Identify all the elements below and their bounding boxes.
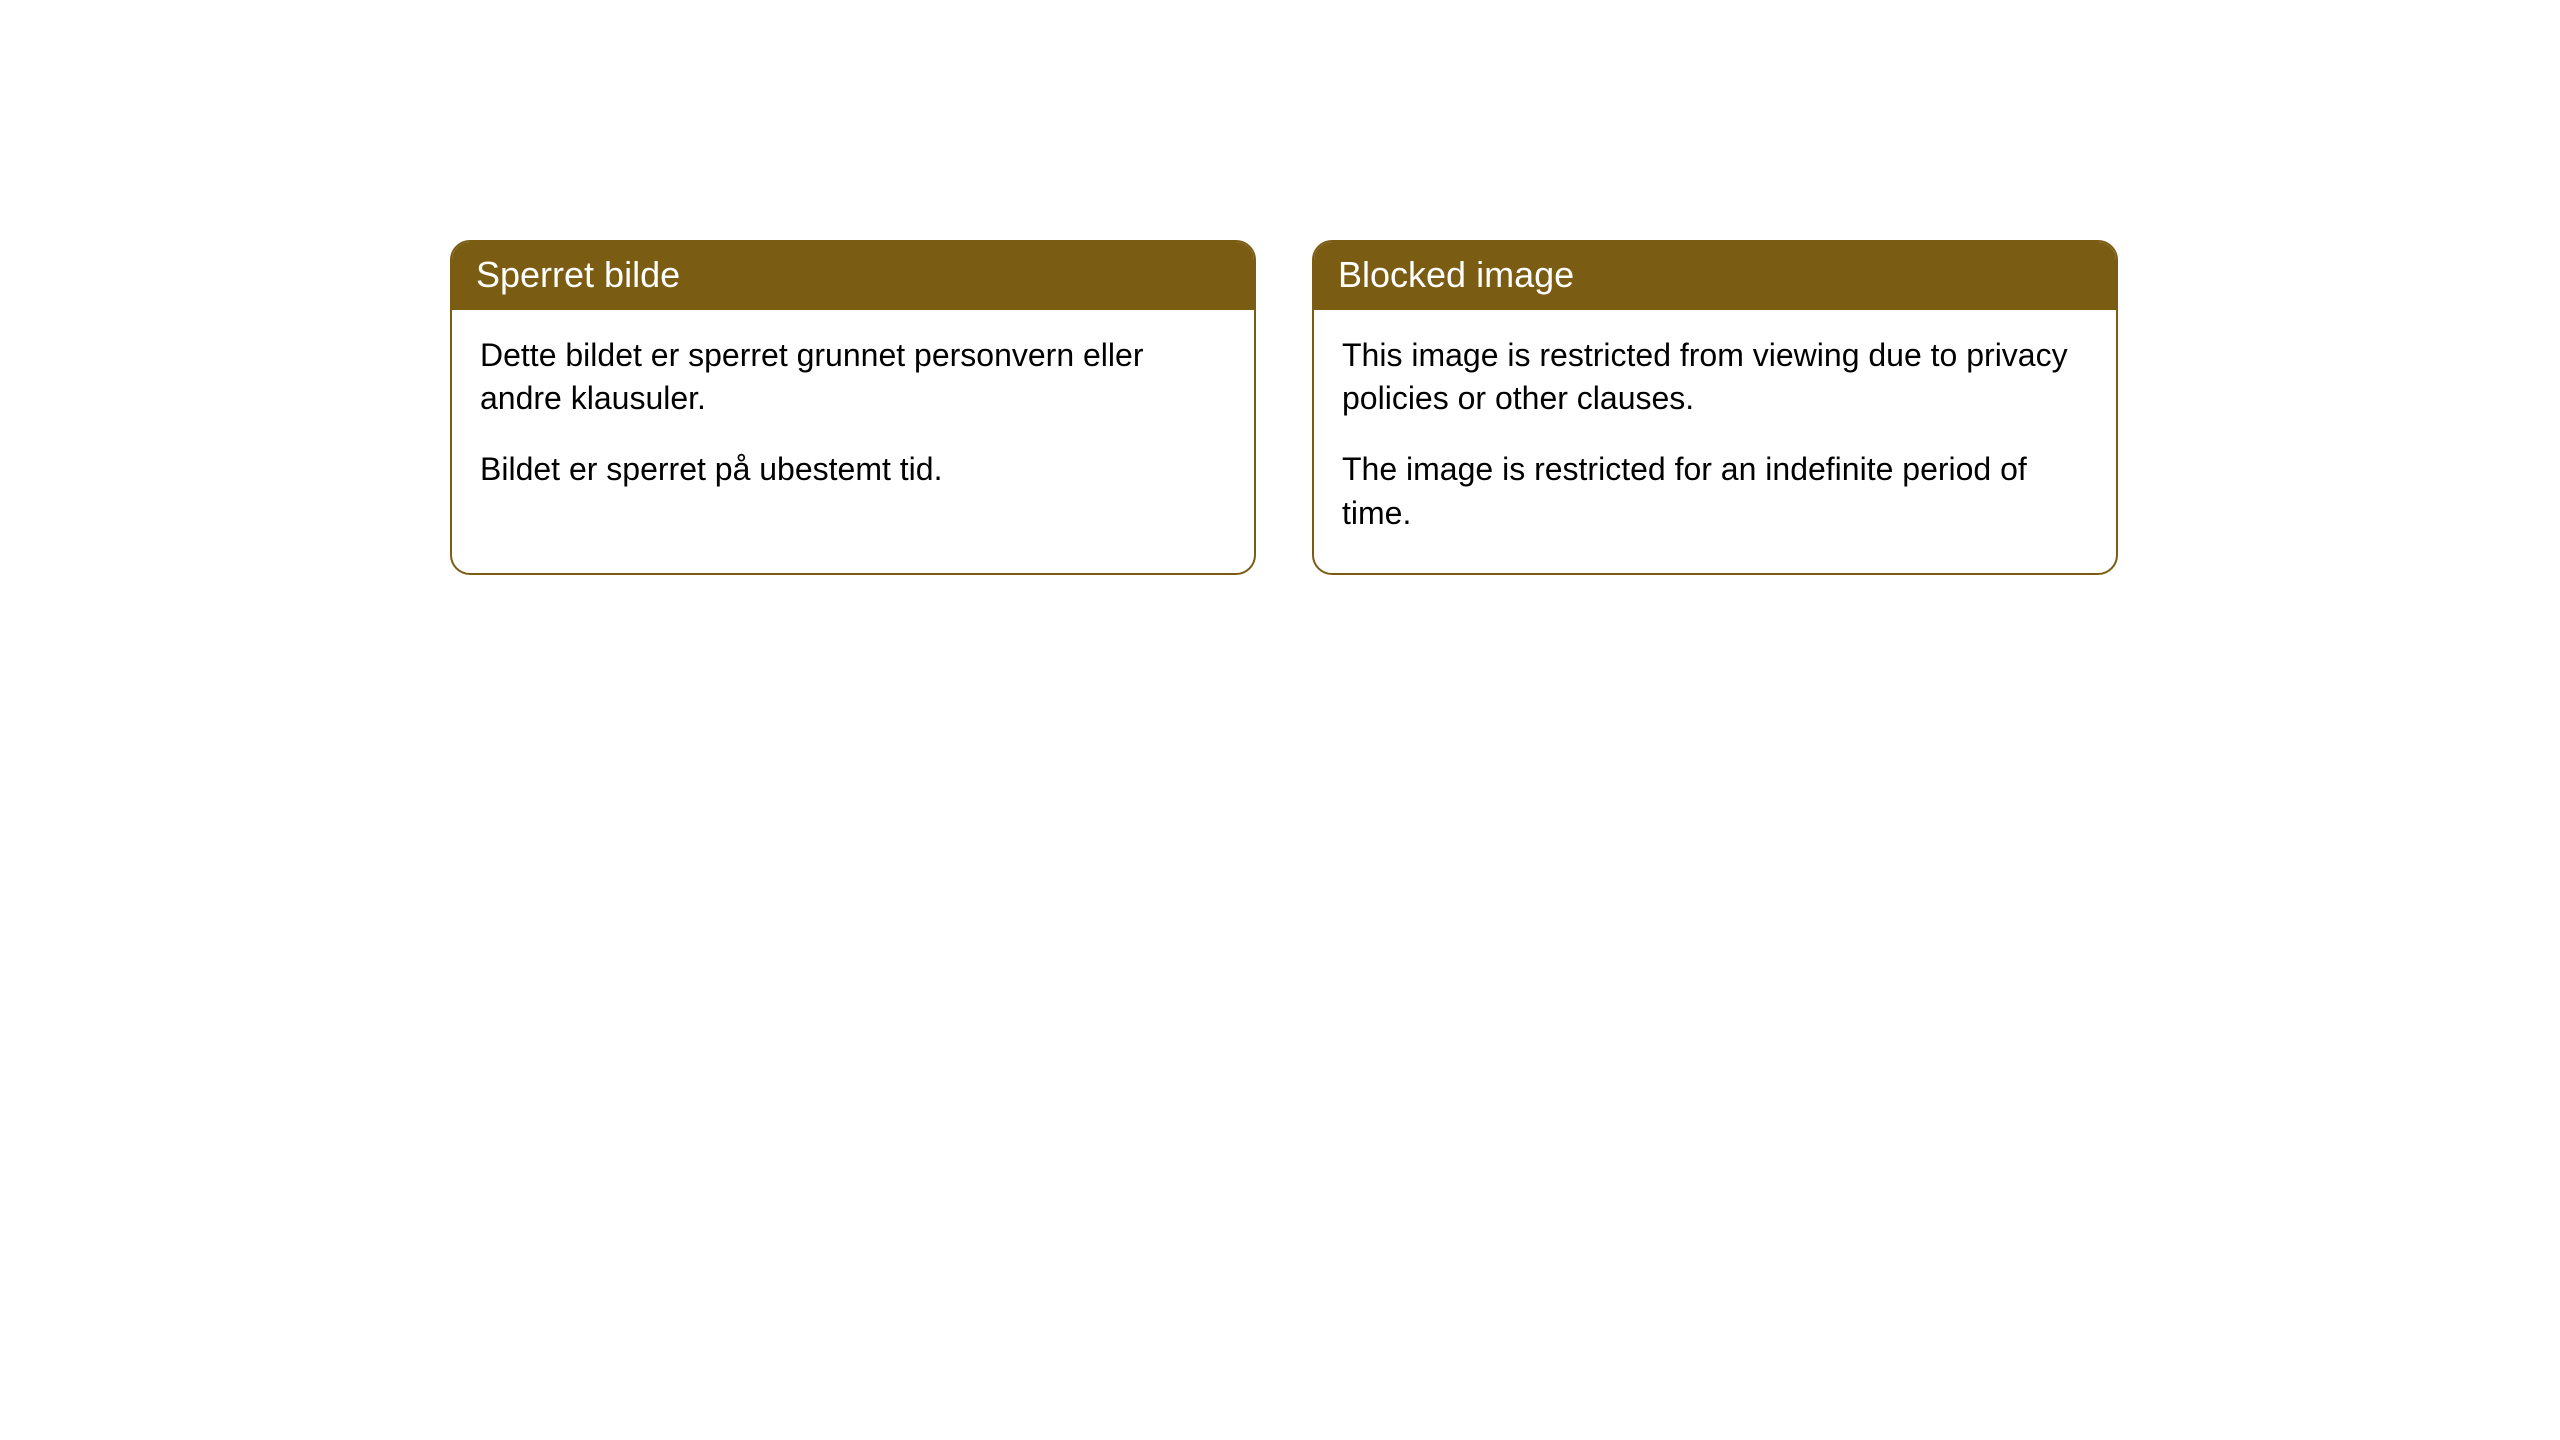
notice-text: This image is restricted from viewing du… [1342, 334, 2088, 420]
notice-title-norwegian: Sperret bilde [452, 242, 1254, 310]
notice-text: Dette bildet er sperret grunnet personve… [480, 334, 1226, 420]
notice-card-norwegian: Sperret bilde Dette bildet er sperret gr… [450, 240, 1256, 575]
notice-body-norwegian: Dette bildet er sperret grunnet personve… [452, 310, 1254, 530]
notice-text: Bildet er sperret på ubestemt tid. [480, 448, 1226, 491]
notice-text: The image is restricted for an indefinit… [1342, 448, 2088, 534]
notice-body-english: This image is restricted from viewing du… [1314, 310, 2116, 573]
notice-title-english: Blocked image [1314, 242, 2116, 310]
notice-card-english: Blocked image This image is restricted f… [1312, 240, 2118, 575]
notice-container: Sperret bilde Dette bildet er sperret gr… [0, 0, 2560, 575]
